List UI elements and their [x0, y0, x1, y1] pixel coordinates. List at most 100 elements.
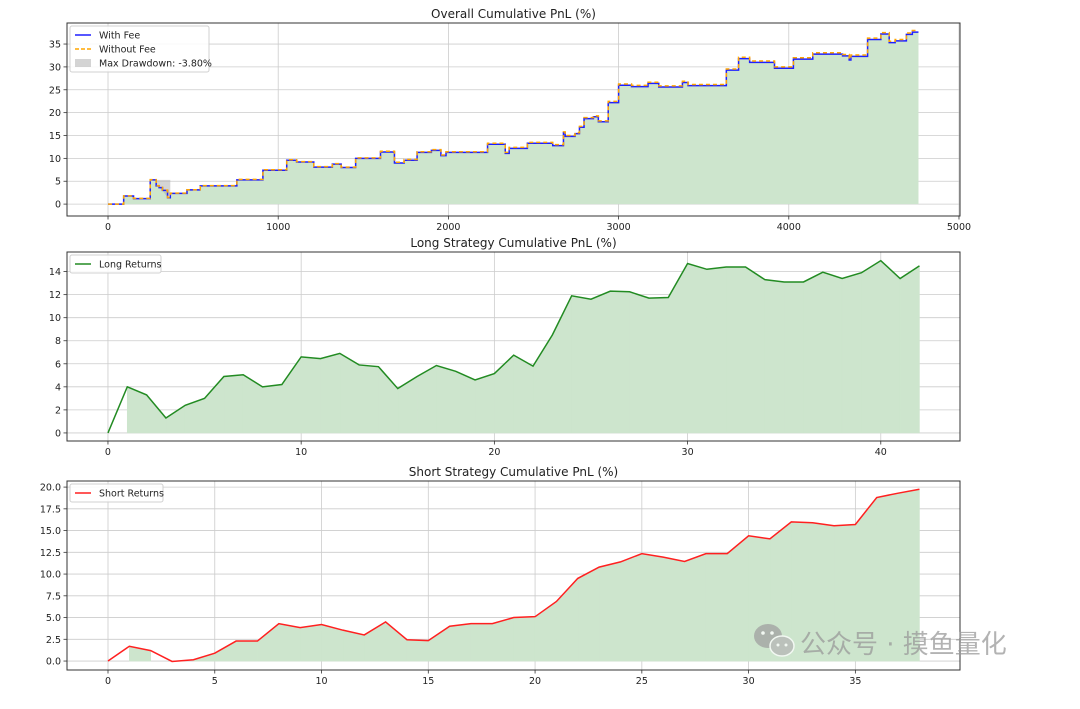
area-fill-segment — [455, 370, 476, 434]
x-tick-label: 20 — [529, 676, 541, 687]
x-tick-label: 35 — [849, 676, 861, 687]
area-fill-segment — [494, 354, 514, 434]
legend-box — [69, 483, 164, 503]
area-fill-segment — [223, 374, 244, 434]
x-tick-label: 10 — [295, 447, 307, 458]
x-tick-label: 2000 — [436, 222, 460, 233]
area-fill-segment — [428, 625, 450, 662]
y-tick-label: 0.0 — [46, 657, 61, 668]
x-tick-label: 40 — [875, 447, 887, 458]
legend-box — [69, 25, 210, 73]
area-fill-segment — [281, 355, 302, 434]
y-tick-label: 7.5 — [46, 591, 61, 602]
y-tick-label: 15 — [49, 131, 61, 142]
area-fill-segment — [204, 375, 225, 434]
axes-frame — [66, 22, 961, 217]
area-fill-segment — [641, 553, 664, 662]
x-tick-label: 15 — [422, 676, 434, 687]
y-tick-label: 25 — [49, 85, 61, 96]
y-tick-label: 2 — [55, 405, 61, 416]
legend-label: With Fee — [99, 31, 140, 42]
area-fill-segment — [513, 354, 534, 434]
watermark-text: 公众号 · 摸鱼量化 — [800, 630, 1007, 660]
area-fill-segment — [534, 600, 557, 662]
area-fill-segment — [320, 353, 341, 434]
area-fill-segment — [662, 556, 685, 662]
area-fill-segment — [474, 373, 495, 434]
area-fill-segment — [725, 266, 746, 434]
x-tick-label: 10 — [315, 676, 327, 687]
area-fill-segment — [385, 621, 408, 662]
area-fill-segment — [470, 623, 493, 662]
y-tick-label: 17.5 — [40, 504, 61, 515]
y-tick-label: 10.0 — [40, 570, 61, 581]
legend-swatch — [75, 59, 91, 67]
y-tick-label: 0 — [55, 200, 61, 211]
area-fill-segment — [764, 279, 785, 434]
y-tick-label: 35 — [49, 40, 61, 51]
x-tick-label: 30 — [682, 447, 694, 458]
area-fill-segment — [513, 616, 536, 662]
area-fill-segment — [571, 295, 592, 434]
area-fill-segment — [262, 384, 283, 434]
legend-box — [69, 254, 162, 274]
chart-title: Short Strategy Cumulative PnL (%) — [409, 465, 618, 479]
x-tick-label: 20 — [488, 447, 500, 458]
area-fill-segment — [577, 566, 600, 662]
area-fill-segment — [667, 262, 688, 434]
legend-label: Long Returns — [99, 260, 162, 271]
wechat-icon — [754, 624, 795, 657]
y-tick-label: 2.5 — [46, 635, 61, 646]
x-tick-label: 0 — [105, 676, 111, 687]
y-tick-label: 12.5 — [40, 548, 61, 559]
area-fill-segment — [861, 260, 882, 434]
area-fill-segment — [629, 291, 650, 434]
y-tick-label: 20.0 — [40, 483, 61, 494]
legend-label: Short Returns — [99, 489, 164, 500]
legend: Short Returns — [69, 483, 164, 503]
area-fill-segment — [880, 259, 901, 434]
short-returns-line — [107, 488, 920, 663]
y-tick-label: 6 — [55, 359, 61, 370]
area-fill-segment — [436, 365, 457, 434]
area-fill-segment — [406, 639, 429, 662]
area-fill-segment — [449, 623, 472, 662]
area-fill-segment — [620, 553, 643, 662]
y-tick-label: 30 — [49, 62, 61, 73]
x-tick-label: 30 — [743, 676, 755, 687]
area-fill-segment — [165, 404, 186, 434]
area-fill-segment — [684, 553, 707, 662]
area-fill-segment — [242, 374, 263, 434]
chart-title: Long Strategy Cumulative PnL (%) — [410, 236, 616, 250]
area-fill-segment — [687, 263, 708, 434]
y-tick-label: 5.0 — [46, 613, 61, 624]
chart-title: Overall Cumulative PnL (%) — [431, 7, 596, 21]
x-tick-label: 5000 — [947, 222, 971, 233]
y-tick-label: 15.0 — [40, 526, 61, 537]
y-tick-label: 14 — [49, 267, 61, 278]
area-fill-segment — [705, 553, 728, 662]
area-fill-segment — [822, 271, 843, 434]
area-fill-segment — [706, 266, 727, 434]
legend: With Fee Without Fee Max Drawdown: -3.80% — [69, 25, 212, 73]
y-tick-label: 20 — [49, 108, 61, 119]
x-tick-label: 1000 — [266, 222, 290, 233]
y-tick-label: 5 — [55, 177, 61, 188]
area-fill-segment — [278, 623, 301, 662]
area-fill-segment — [300, 356, 321, 434]
without-fee-line — [108, 29, 919, 205]
area-fill-segment — [358, 364, 379, 434]
x-tick-label: 4000 — [777, 222, 801, 233]
axes-frame — [66, 480, 961, 671]
x-tick-label: 0 — [105, 447, 111, 458]
x-tick-label: 3000 — [607, 222, 631, 233]
area-fill-segment — [257, 623, 280, 662]
area-fill-segment — [590, 290, 611, 434]
y-tick-label: 0 — [55, 428, 61, 439]
area-fill-segment — [609, 290, 630, 434]
area-fill-segment — [397, 375, 418, 434]
long-returns-line — [107, 259, 920, 434]
area-fill-segment — [897, 488, 920, 662]
max-drawdown-area — [156, 179, 171, 198]
